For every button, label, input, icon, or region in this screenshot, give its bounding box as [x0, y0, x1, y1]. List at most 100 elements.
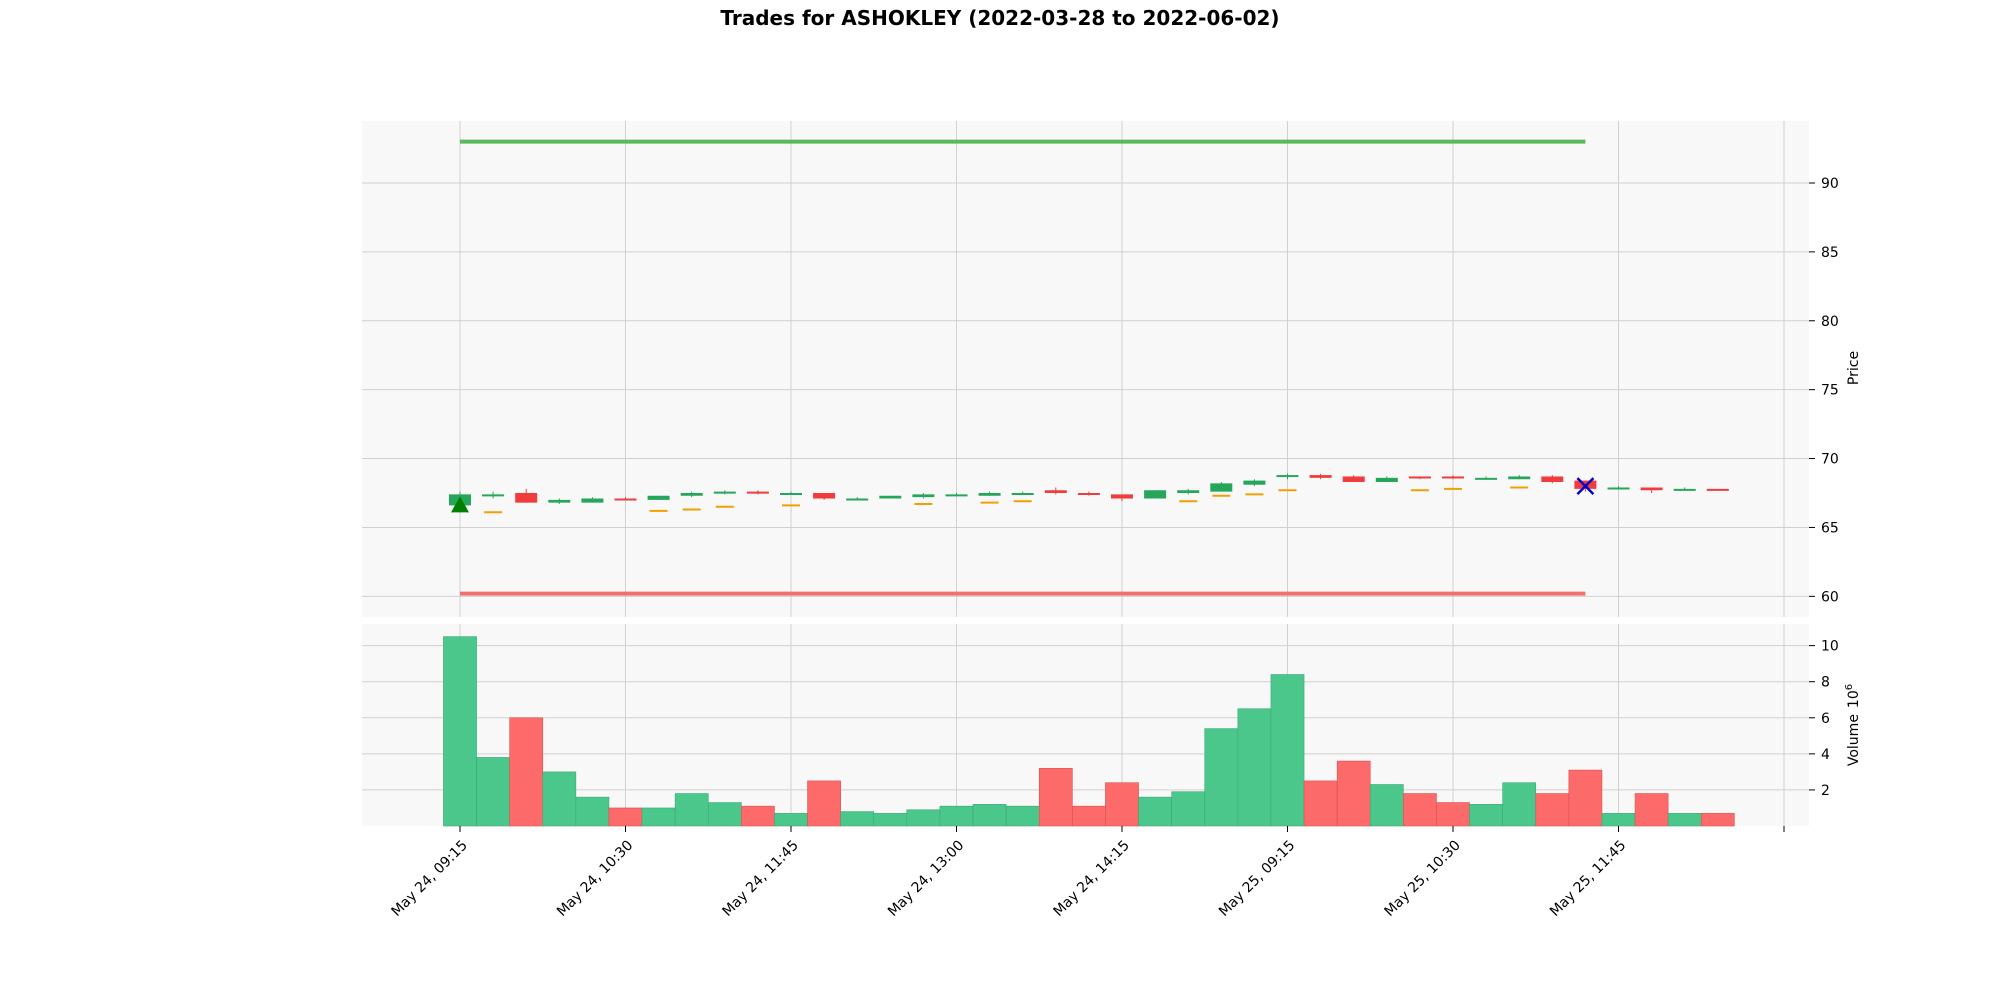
volume-bar: [575, 796, 610, 827]
trade-markers: [451, 477, 1595, 513]
volume-bar: [1171, 791, 1206, 827]
x-tick-label: May 24, 13:00: [885, 838, 967, 920]
candle-body: [1375, 477, 1398, 482]
candle-body: [945, 494, 968, 497]
candle-body: [1111, 494, 1133, 499]
candle-body: [1442, 476, 1464, 479]
candle-body: [1640, 487, 1663, 491]
price-tick-label: 80: [1821, 314, 1839, 330]
candle-body: [1309, 475, 1332, 478]
candle-body: [1541, 476, 1564, 482]
candle-body: [1044, 490, 1067, 493]
volume-bar: [443, 636, 477, 827]
x-tick-label: May 24, 14:15: [1050, 838, 1132, 920]
volume-bar: [1403, 793, 1437, 827]
volume-axis-exponent: 6: [1844, 684, 1855, 690]
candle-body: [713, 491, 736, 494]
volume-bar: [1072, 805, 1106, 827]
volume-bar: [1436, 802, 1470, 827]
volume-bar: [476, 757, 510, 827]
volume-axis-label-text: Volume: [1846, 714, 1862, 766]
candle-body: [1177, 490, 1200, 493]
volume-bar: [1005, 805, 1040, 827]
volume-bar: [807, 780, 841, 827]
price-tick-label: 65: [1821, 520, 1839, 536]
candle-body: [1243, 480, 1266, 485]
candle-body: [1673, 488, 1696, 491]
candle-body: [1706, 488, 1729, 491]
price-tick-label: 75: [1821, 383, 1839, 399]
x-tick-label: May 25, 10:30: [1381, 838, 1463, 920]
candle-body: [1508, 476, 1531, 480]
x-tick-label: May 24, 11:45: [719, 838, 801, 920]
x-tick-label: May 25, 09:15: [1216, 838, 1298, 920]
volume-bar: [1204, 728, 1239, 827]
candle-body: [680, 493, 703, 496]
x-tick-label: May 24, 09:15: [388, 838, 470, 920]
volume-bar: [1138, 796, 1172, 827]
price-tick-label: 70: [1821, 452, 1839, 468]
candle-body: [581, 498, 604, 503]
volume-bar: [1535, 793, 1570, 827]
grid-lines: [362, 121, 1809, 826]
volume-bar: [1667, 813, 1702, 827]
volume-bar: [1336, 760, 1371, 827]
volume-bar: [641, 807, 676, 827]
volume-bar: [741, 805, 775, 827]
volume-bar: [509, 717, 544, 827]
volume-bar: [1237, 708, 1272, 827]
candle-body: [1144, 490, 1167, 499]
volume-bar: [542, 771, 577, 827]
candle-body: [780, 493, 802, 495]
volume-tick-label: 10: [1821, 639, 1839, 655]
x-tick-label: May 24, 10:30: [554, 838, 636, 920]
candle-body: [515, 493, 538, 503]
volume-bar: [1700, 813, 1735, 827]
candle-body: [482, 494, 505, 497]
stop-levels: [460, 139, 1586, 596]
candle-body: [548, 499, 571, 503]
candle-body: [912, 494, 935, 498]
candle-body: [1077, 493, 1100, 495]
price-panel-background: [362, 121, 1809, 617]
price-tick-label: 90: [1821, 176, 1839, 192]
volume-bar: [1038, 767, 1073, 827]
volume-tick-label: 4: [1821, 747, 1830, 763]
volume-bars: [443, 636, 1735, 827]
volume-bar: [873, 813, 908, 827]
volume-tick-label: 6: [1821, 711, 1830, 727]
candle-body: [1607, 487, 1630, 490]
volume-bar: [840, 811, 875, 827]
candle-body: [647, 495, 670, 500]
chart-title: Trades for ASHOKLEY (2022-03-28 to 2022-…: [720, 6, 1280, 30]
volume-axis-label: Volume106: [1844, 684, 1862, 766]
candle-body: [1210, 483, 1233, 492]
volume-bar: [674, 793, 709, 827]
volume-bar: [972, 804, 1007, 827]
volume-tick-label: 8: [1821, 675, 1830, 691]
volume-bar: [1568, 769, 1603, 827]
volume-bar: [906, 809, 941, 827]
volume-bar: [1601, 813, 1636, 827]
volume-panel-background: [362, 624, 1809, 826]
candle-body: [978, 493, 1001, 496]
volume-bar: [1303, 780, 1338, 827]
price-tick-label: 85: [1821, 245, 1839, 261]
volume-bar: [774, 813, 808, 827]
x-tick-label: May 25, 11:45: [1547, 838, 1629, 920]
volume-bar: [1469, 804, 1503, 827]
candle-body: [1475, 477, 1498, 480]
price-axis-label: Price: [1846, 351, 1862, 385]
volume-bar: [1105, 782, 1139, 827]
candle-body: [746, 491, 769, 494]
volume-bar: [608, 807, 643, 827]
price-tick-label: 60: [1821, 589, 1839, 605]
candle-body: [846, 498, 869, 501]
volume-bar: [1369, 784, 1404, 827]
volume-bar: [707, 802, 742, 827]
volume-bar: [1270, 674, 1305, 827]
volume-bar: [1502, 782, 1537, 827]
volume-tick-label: 2: [1821, 783, 1830, 799]
overlay-markers: [484, 486, 1529, 514]
